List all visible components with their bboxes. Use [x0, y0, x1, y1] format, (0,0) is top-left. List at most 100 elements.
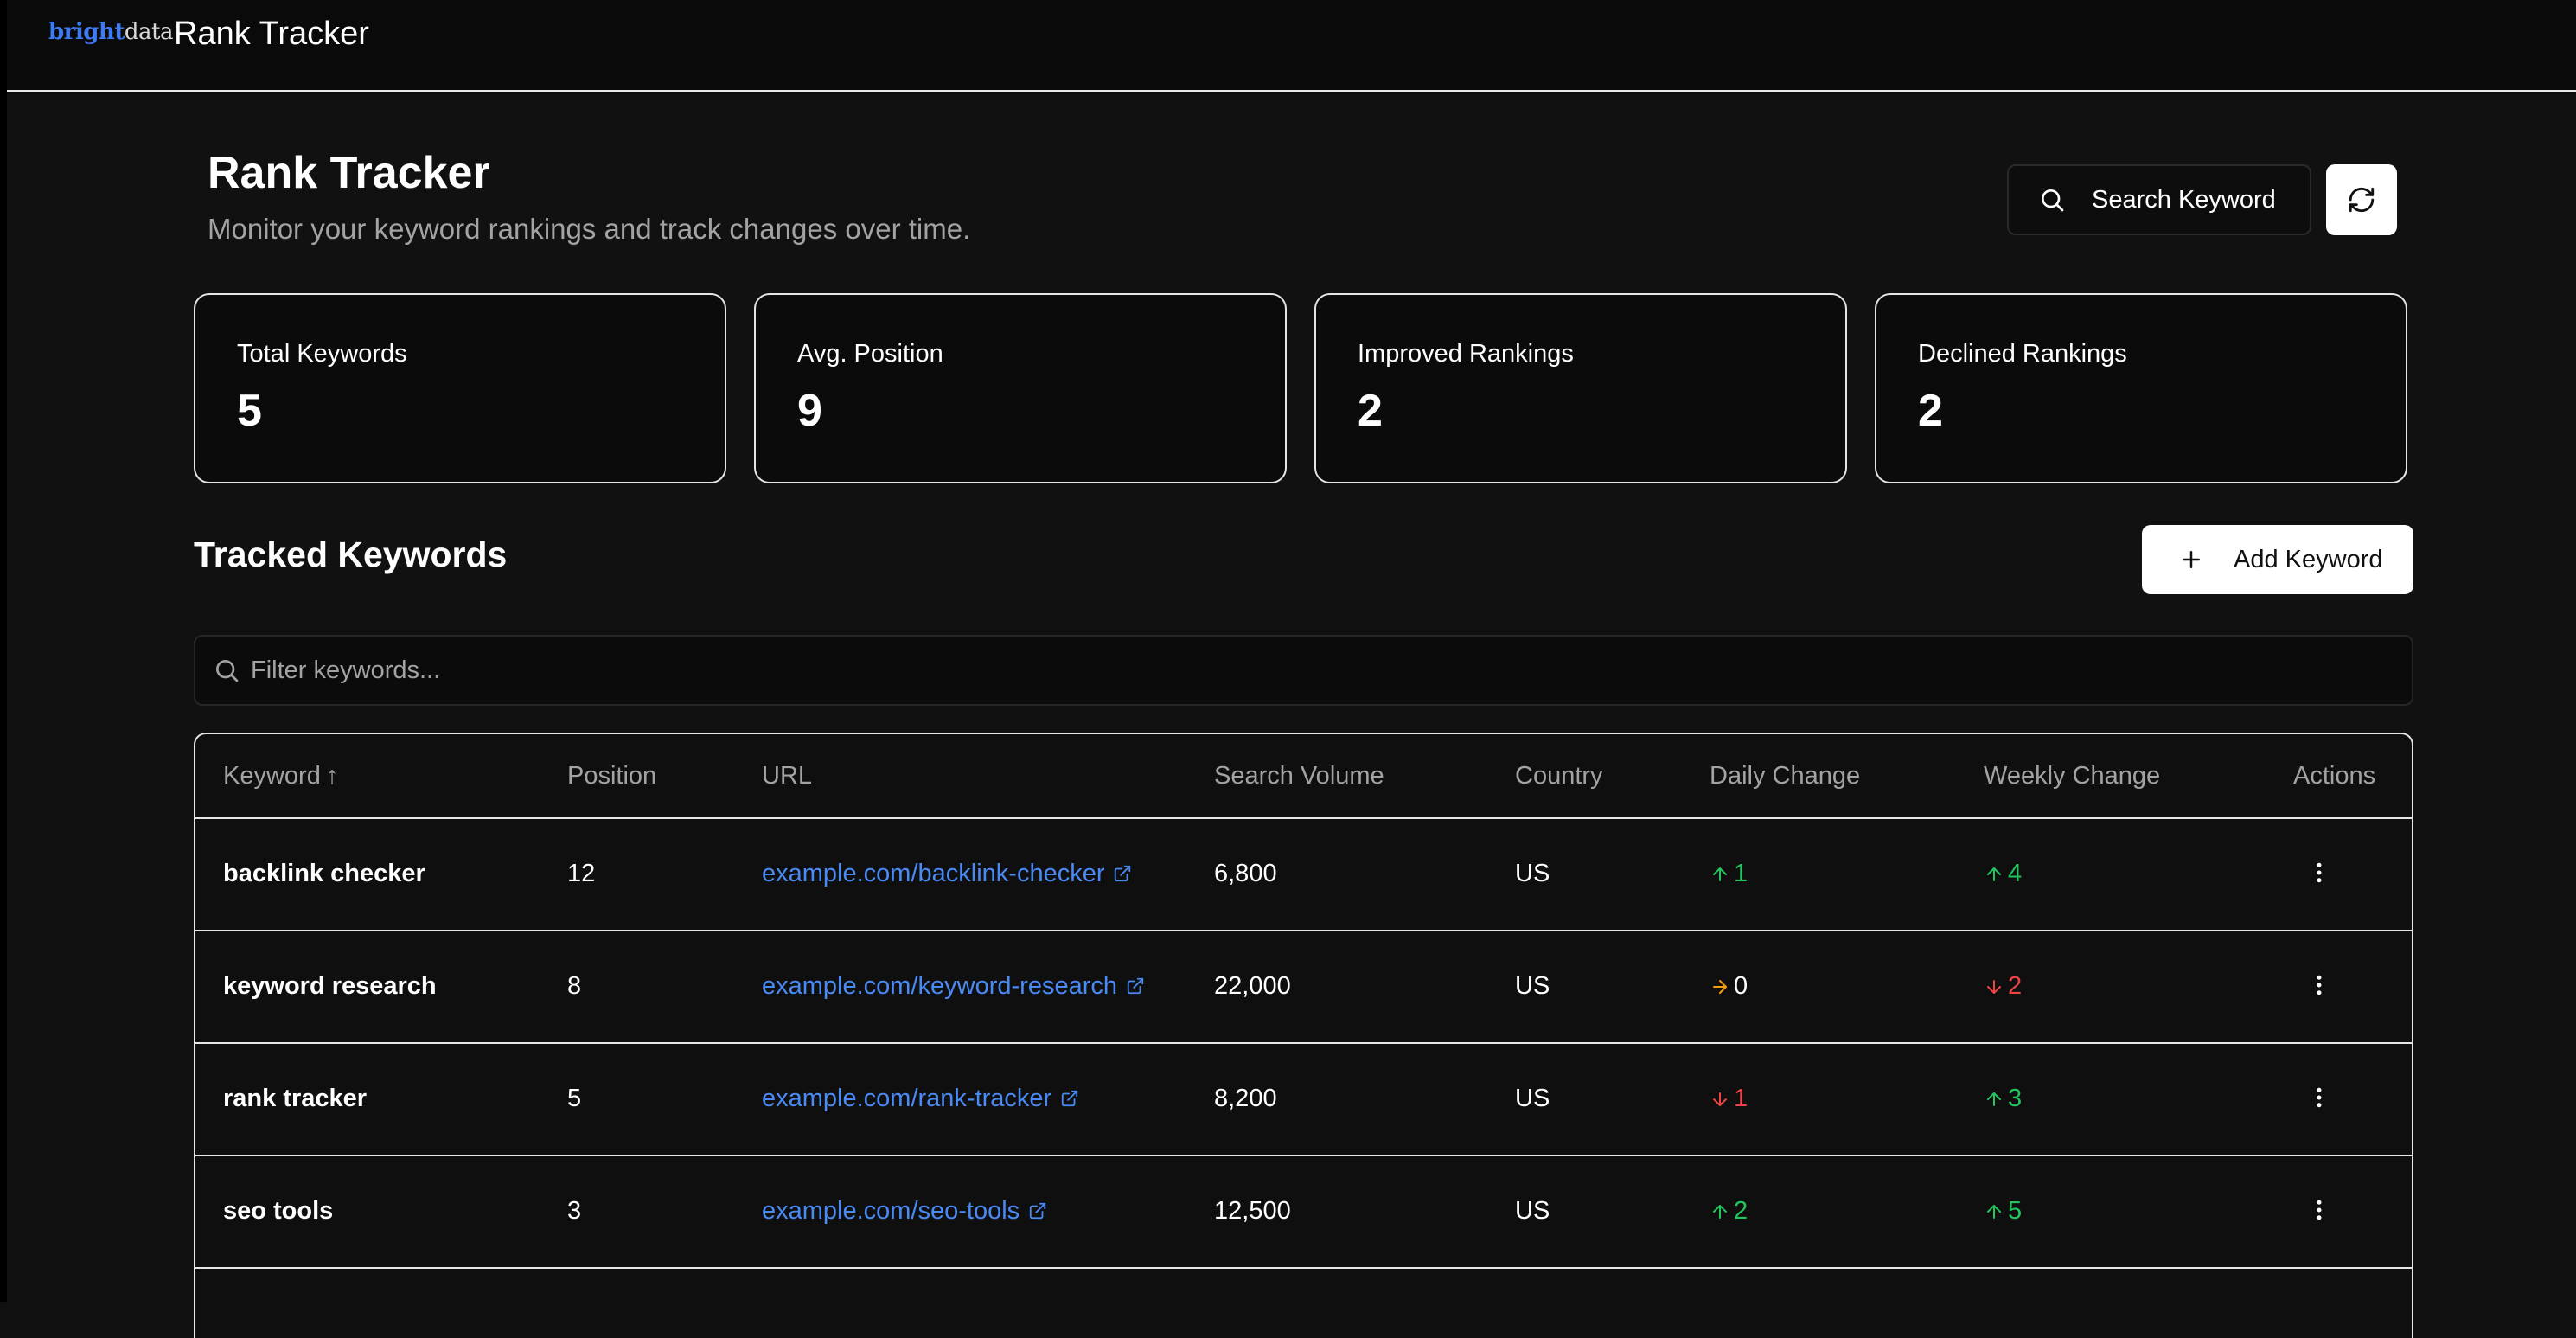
- row-actions-button[interactable]: [2302, 1191, 2336, 1229]
- external-link-icon: [1062, 1090, 1078, 1107]
- stat-value: 2: [1918, 386, 1943, 436]
- daily-change-value: 1: [1734, 1085, 1748, 1112]
- column-header-actions: Actions: [2293, 762, 2376, 790]
- column-header-keyword[interactable]: Keyword ↑: [223, 762, 338, 791]
- column-header-position[interactable]: Position: [567, 762, 657, 790]
- weekly-change-value: 4: [2008, 860, 2023, 887]
- table-row: keyword research 8 example.com/keyword-r…: [195, 931, 2412, 1044]
- more-vertical-icon: [2317, 975, 2322, 995]
- cell-search-volume: 6,800: [1214, 860, 1277, 887]
- arrow-up-icon: [1713, 867, 1727, 881]
- cell-daily-change: 2: [1710, 1197, 1748, 1226]
- column-header-daily-change[interactable]: Daily Change: [1710, 762, 1861, 790]
- arrow-up-icon: [1987, 1204, 2001, 1219]
- stat-value: 2: [1358, 386, 1383, 436]
- external-link-icon: [1115, 865, 1131, 882]
- row-actions-button[interactable]: [2302, 1079, 2336, 1117]
- arrow-up-icon: [1987, 1092, 2001, 1106]
- refresh-icon: [2349, 187, 2375, 213]
- column-header-weekly-change[interactable]: Weekly Change: [1984, 762, 2161, 790]
- weekly-change-value: 2: [2008, 972, 2023, 1000]
- row-actions-button[interactable]: [2302, 966, 2336, 1004]
- search-keyword-label: Search Keyword: [2092, 185, 2276, 214]
- cell-search-volume: 8,200: [1214, 1085, 1277, 1112]
- cell-weekly-change: 4: [1984, 860, 2022, 888]
- arrow-right-icon: [1713, 979, 1727, 994]
- column-header-url[interactable]: URL: [762, 762, 813, 790]
- cell-position: 8: [567, 972, 582, 1000]
- filter-keywords-input[interactable]: [249, 637, 2394, 704]
- cell-search-volume: 12,500: [1214, 1197, 1291, 1225]
- cell-weekly-change: 3: [1984, 1085, 2022, 1113]
- cell-daily-change: 1: [1710, 860, 1748, 888]
- url-text: example.com/backlink-checker: [762, 860, 1105, 887]
- plus-icon: [2183, 551, 2200, 568]
- brand-logo[interactable]: brightdata: [48, 19, 173, 45]
- cell-country: US: [1515, 1197, 1550, 1225]
- stat-card-declined-rankings: Declined Rankings 2: [1875, 293, 2407, 483]
- url-text: example.com/keyword-research: [762, 972, 1117, 1000]
- search-icon: [2042, 189, 2064, 212]
- cell-keyword: seo tools: [223, 1197, 334, 1225]
- refresh-button[interactable]: [2326, 164, 2397, 235]
- weekly-change-value: 5: [2008, 1197, 2023, 1225]
- search-icon: [216, 660, 239, 682]
- column-header-label: Keyword: [223, 762, 321, 790]
- cell-position: 3: [567, 1197, 582, 1225]
- stat-card-total-keywords: Total Keywords 5: [194, 293, 726, 483]
- url-text: example.com/seo-tools: [762, 1197, 1020, 1225]
- external-link-icon: [1030, 1202, 1046, 1220]
- filter-field: [194, 635, 2413, 706]
- cell-keyword: keyword research: [223, 972, 437, 1000]
- cell-url-link[interactable]: example.com/seo-tools: [762, 1197, 1047, 1226]
- url-text: example.com/rank-tracker: [762, 1085, 1052, 1112]
- app-title: Rank Tracker: [174, 16, 369, 52]
- stat-value: 9: [797, 386, 822, 436]
- cell-country: US: [1515, 1085, 1550, 1112]
- column-header-search-volume[interactable]: Search Volume: [1214, 762, 1384, 790]
- stat-label: Avg. Position: [797, 340, 943, 368]
- external-link-icon: [1127, 977, 1144, 995]
- cell-url-link[interactable]: example.com/backlink-checker: [762, 860, 1132, 888]
- arrow-up-icon: [1987, 867, 2001, 881]
- cell-country: US: [1515, 860, 1550, 887]
- table-row: backlink checker 12 example.com/backlink…: [195, 819, 2412, 931]
- table-row: rank tracker 5 example.com/rank-tracker …: [195, 1044, 2412, 1156]
- page-title: Rank Tracker: [208, 148, 490, 198]
- cell-daily-change: 0: [1710, 972, 1748, 1001]
- stat-label: Improved Rankings: [1358, 340, 1574, 368]
- more-vertical-icon: [2317, 862, 2322, 883]
- row-actions-button[interactable]: [2302, 854, 2336, 892]
- search-keyword-button[interactable]: Search Keyword: [2007, 164, 2311, 235]
- cell-search-volume: 22,000: [1214, 972, 1291, 1000]
- arrow-up-icon: [1713, 1204, 1727, 1219]
- arrow-down-icon: [1987, 979, 2001, 994]
- cell-weekly-change: 5: [1984, 1197, 2022, 1226]
- arrow-down-icon: [1713, 1092, 1727, 1106]
- cell-keyword: rank tracker: [223, 1085, 368, 1112]
- table-header: Keyword ↑ Position URL Search Volume Coun…: [195, 734, 2412, 819]
- cell-url-link[interactable]: example.com/rank-tracker: [762, 1085, 1079, 1113]
- more-vertical-icon: [2317, 1087, 2322, 1108]
- stat-label: Declined Rankings: [1918, 340, 2127, 368]
- stat-card-avg-position: Avg. Position 9: [754, 293, 1287, 483]
- cell-url-link[interactable]: example.com/keyword-research: [762, 972, 1145, 1001]
- sort-ascending-icon: ↑: [325, 762, 339, 790]
- table-row: [195, 1269, 2412, 1338]
- cell-daily-change: 1: [1710, 1085, 1748, 1113]
- weekly-change-value: 3: [2008, 1085, 2023, 1112]
- table-row: seo tools 3 example.com/seo-tools 12,500…: [195, 1156, 2412, 1269]
- stat-label: Total Keywords: [237, 340, 407, 368]
- brand-logo-part2: data: [124, 19, 174, 45]
- cell-keyword: backlink checker: [223, 860, 425, 887]
- top-bar: brightdata Rank Tracker: [7, 0, 2576, 92]
- cell-position: 12: [567, 860, 596, 887]
- daily-change-value: 2: [1734, 1197, 1748, 1225]
- stat-card-improved-rankings: Improved Rankings 2: [1314, 293, 1847, 483]
- more-vertical-icon: [2317, 1200, 2322, 1220]
- section-title: Tracked Keywords: [194, 535, 508, 574]
- column-header-country[interactable]: Country: [1515, 762, 1603, 790]
- add-keyword-button[interactable]: Add Keyword: [2142, 525, 2413, 594]
- daily-change-value: 1: [1734, 860, 1748, 887]
- cell-country: US: [1515, 972, 1550, 1000]
